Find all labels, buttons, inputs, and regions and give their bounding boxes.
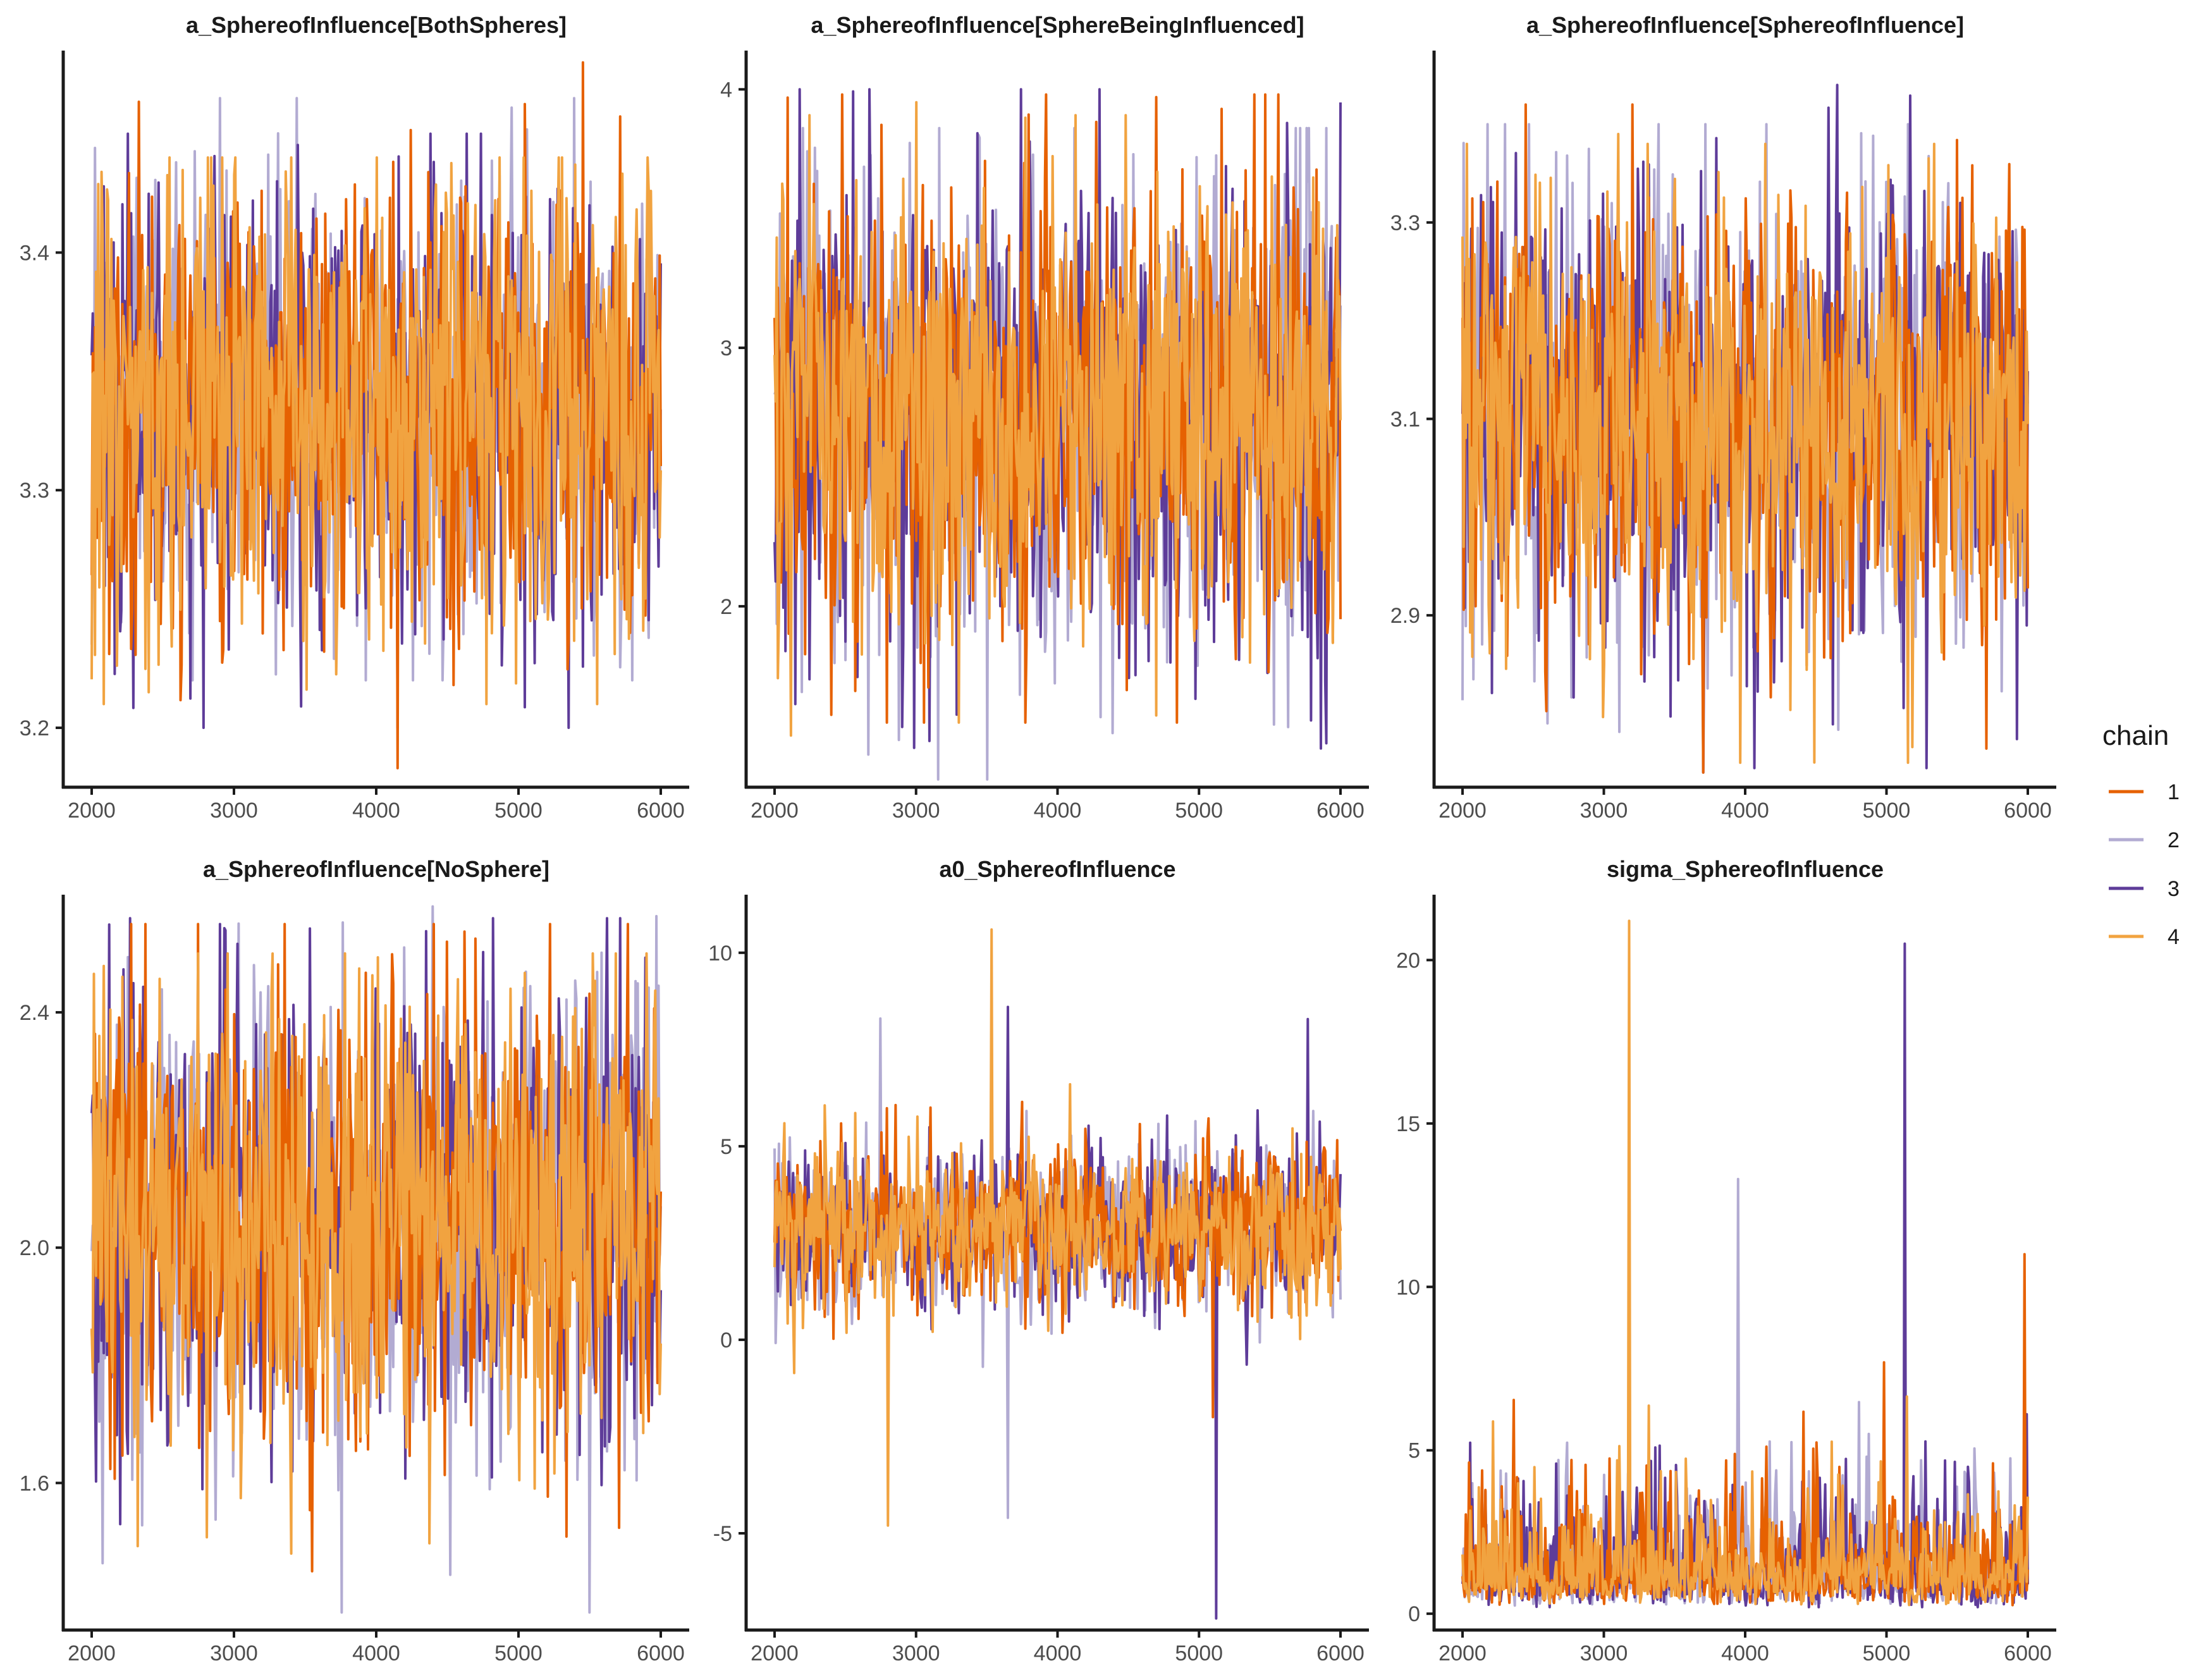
y-tick-label: 10 [1396,1275,1420,1299]
x-tick-label: 4000 [1034,1641,1082,1665]
x-tick-label: 3000 [1580,799,1628,823]
y-tick-label: 2.4 [20,1001,49,1025]
x-tick-label: 3000 [210,799,258,823]
x-tick-label: 6000 [1316,1641,1365,1665]
y-tick-label: 10 [708,941,732,966]
x-tick-label: 6000 [637,799,685,823]
x-tick-label: 2000 [68,799,116,823]
y-tick-label: 3.3 [1390,211,1420,235]
trace-chain-4 [1461,919,2029,1607]
y-tick-label: 4 [720,78,732,102]
x-tick-label: 4000 [352,799,400,823]
legend: chain 1 2 3 4 [2102,720,2180,949]
panels: a_SphereofInfluence[BothSpheres]2000 3000… [20,12,2056,1665]
x-tick-label: 2000 [1438,799,1487,823]
panel-title: a_SphereofInfluence[SphereBeingInfluence… [811,12,1304,38]
legend-item-chain-1: 1 [2109,780,2180,804]
panel-1: a_SphereofInfluence[BothSpheres] 2000 3000… [20,12,689,823]
x-tick-label: 6000 [1316,799,1365,823]
traces [773,928,1342,1620]
trace-chain-4 [773,928,1342,1527]
x-tick-label: 6000 [2004,1641,2052,1665]
x-tick-label: 4000 [1721,1641,1769,1665]
legend-label-3: 3 [2168,877,2180,901]
y-tick-label: -5 [713,1522,732,1546]
traces [90,905,662,1614]
trace-chain-4 [773,101,1342,737]
y-tick-label: 2 [720,595,732,619]
x-tick-label: 6000 [2004,799,2052,823]
panel-4: a_SphereofInfluence[NoSphere] 2000 3000 400… [20,856,689,1665]
panel-title: a_SphereofInfluence[NoSphere] [203,856,549,882]
y-tick-label: 3.3 [20,479,49,503]
x-tick-label: 2000 [751,799,799,823]
trace-chain-4 [1461,133,2029,764]
x-tick-label: 5000 [1175,799,1223,823]
y-tick-label: 2.9 [1390,604,1420,628]
x-tick-label: 2000 [751,1641,799,1665]
panel-title: a_SphereofInfluence[BothSpheres] [186,12,567,38]
y-tick-label: 5 [1408,1439,1420,1463]
trace-chain-1 [1461,103,2029,774]
trace-chain-1 [1461,1253,2029,1607]
legend-label-2: 2 [2168,828,2180,852]
y-tick-label: 2.0 [20,1236,49,1260]
x-tick-label: 5000 [1863,799,1911,823]
x-tick-label: 2000 [1438,1641,1487,1665]
trace-chain-4 [90,952,662,1555]
y-tick-label: 3.2 [20,716,49,740]
x-tick-label: 3000 [1580,1641,1628,1665]
x-tick-label: 5000 [494,799,543,823]
x-tick-label: 5000 [1175,1641,1223,1665]
traces [1461,83,2029,774]
x-tick-label: 3000 [210,1641,258,1665]
traces [90,61,662,769]
x-tick-label: 6000 [637,1641,685,1665]
y-tick-label: 1.6 [20,1471,49,1495]
y-tick-label: 3 [720,336,732,360]
x-tick-label: 5000 [494,1641,543,1665]
legend-item-chain-3: 3 [2109,877,2180,901]
panel-2: a_SphereofInfluence[SphereBeingInfluence… [720,12,1369,823]
y-tick-label: 3.4 [20,241,49,265]
panel-6: sigma_SphereofInfluence 2000 3000 4000 5000 6… [1396,856,2056,1665]
y-tick-label: 0 [720,1328,732,1352]
legend-title: chain [2102,720,2169,751]
y-tick-label: 20 [1396,948,1420,972]
trace-chain-4 [90,156,662,706]
traces [773,88,1342,781]
x-tick-label: 3000 [892,799,940,823]
legend-item-chain-2: 2 [2109,828,2180,852]
panel-title: a_SphereofInfluence[SphereofInfluence] [1526,12,1964,38]
x-tick-label: 3000 [892,1641,940,1665]
panel-title: sigma_SphereofInfluence [1607,856,1884,882]
y-tick-label: 5 [720,1135,732,1159]
trace-chain-3 [1461,942,2029,1609]
y-tick-label: 15 [1396,1112,1420,1136]
y-tick-label: 3.1 [1390,408,1420,432]
legend-item-chain-4: 4 [2109,925,2180,949]
panel-title: a0_SphereofInfluence [939,856,1175,882]
x-tick-label: 4000 [352,1641,400,1665]
y-tick-label: 0 [1408,1602,1420,1626]
panel-3: a_SphereofInfluence[SphereofInfluence] 20… [1390,12,2056,823]
panel-5: a0_SphereofInfluence 2000 3000 4000 5000 6000… [708,856,1369,1665]
x-tick-label: 4000 [1034,799,1082,823]
legend-label-1: 1 [2168,780,2180,804]
x-tick-label: 5000 [1863,1641,1911,1665]
traces [1461,919,2029,1609]
x-tick-label: 2000 [68,1641,116,1665]
legend-label-4: 4 [2168,925,2180,949]
x-tick-label: 4000 [1721,799,1769,823]
